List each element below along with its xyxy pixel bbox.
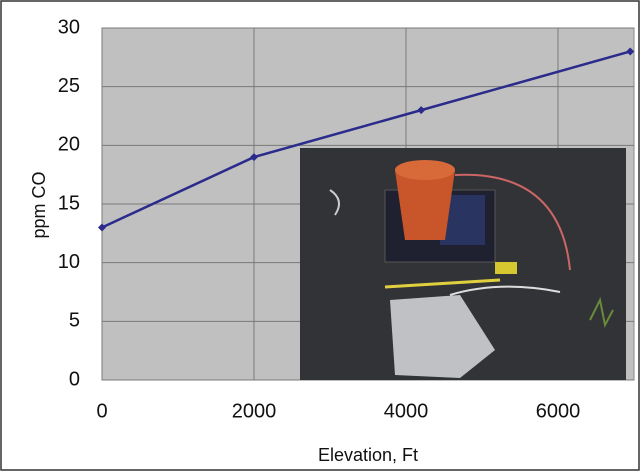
y-tick-label: 0 <box>69 368 80 390</box>
x-tick-label: 4000 <box>384 400 429 422</box>
photo-inset <box>300 148 626 380</box>
y-axis-label: ppm CO <box>29 171 49 238</box>
chart: 0 5 10 15 20 25 30 0 2000 4000 6000 ppm CO Elevati… <box>0 0 641 472</box>
y-tick-label: 15 <box>58 192 80 214</box>
x-axis-label: Elevation, Ft <box>318 445 418 465</box>
x-tick-label: 6000 <box>536 400 581 422</box>
y-tick-label: 30 <box>58 16 80 38</box>
x-tick-label: 0 <box>96 400 107 422</box>
y-tick-label: 25 <box>58 75 80 97</box>
x-tick-label: 2000 <box>232 400 277 422</box>
page: 0 5 10 15 20 25 30 0 2000 4000 6000 ppm CO Elevati… <box>0 0 641 472</box>
y-tick-label: 5 <box>69 310 80 332</box>
y-tick-label: 20 <box>58 134 80 156</box>
y-tick-label: 10 <box>58 251 80 273</box>
